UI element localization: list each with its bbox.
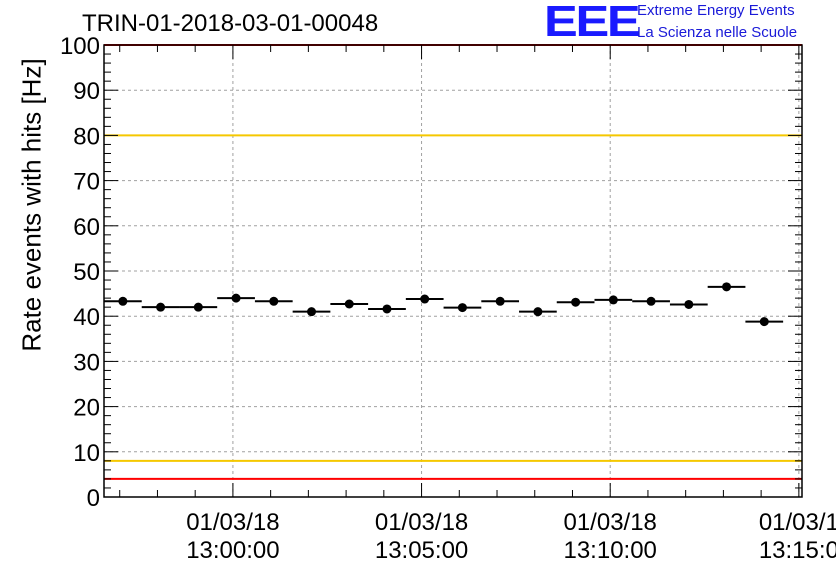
x-tick-label-time: 13:15:0 [759,537,836,564]
data-point [156,302,166,312]
data-point [684,299,694,309]
y-tick-label: 70 [73,169,100,196]
data-point [231,293,241,303]
data-point [344,299,354,309]
data-point [193,302,203,312]
data-point [722,282,732,292]
y-tick-label: 10 [73,440,100,467]
x-tick-label-date: 01/03/18 [186,509,279,536]
x-tick-label-time: 13:00:00 [186,537,279,564]
eee-logo: EEE [544,0,641,46]
y-tick-label: 20 [73,395,100,422]
data-point [495,296,505,306]
logo-line-2: La Scienza nelle Scuole [637,24,798,41]
y-tick-label: 50 [73,259,100,286]
y-tick-label: 100 [60,33,100,60]
x-tick-label-time: 13:05:00 [375,537,468,564]
data-point [571,297,581,307]
data-point [646,296,656,306]
x-tick-label-date: 01/03/1 [759,509,836,536]
data-point [608,295,618,305]
data-point [420,294,430,304]
y-tick-label: 0 [87,485,100,512]
y-tick-label: 40 [73,304,100,331]
data-point [118,296,128,306]
chart-title: TRIN-01-2018-03-01-00048 [82,10,379,37]
y-tick-label: 80 [73,123,100,150]
x-tick-label-time: 13:10:00 [563,537,656,564]
data-point [759,317,769,327]
data-point [269,296,279,306]
y-tick-label: 30 [73,349,100,376]
x-tick-label-date: 01/03/18 [375,509,468,536]
data-point [382,304,392,314]
data-point [533,307,543,317]
y-tick-label: 90 [73,78,100,105]
x-tick-label-date: 01/03/18 [563,509,656,536]
data-point [307,307,317,317]
y-tick-label: 60 [73,214,100,241]
data-point [457,303,467,313]
logo-line-1: Extreme Energy Events [637,2,795,19]
